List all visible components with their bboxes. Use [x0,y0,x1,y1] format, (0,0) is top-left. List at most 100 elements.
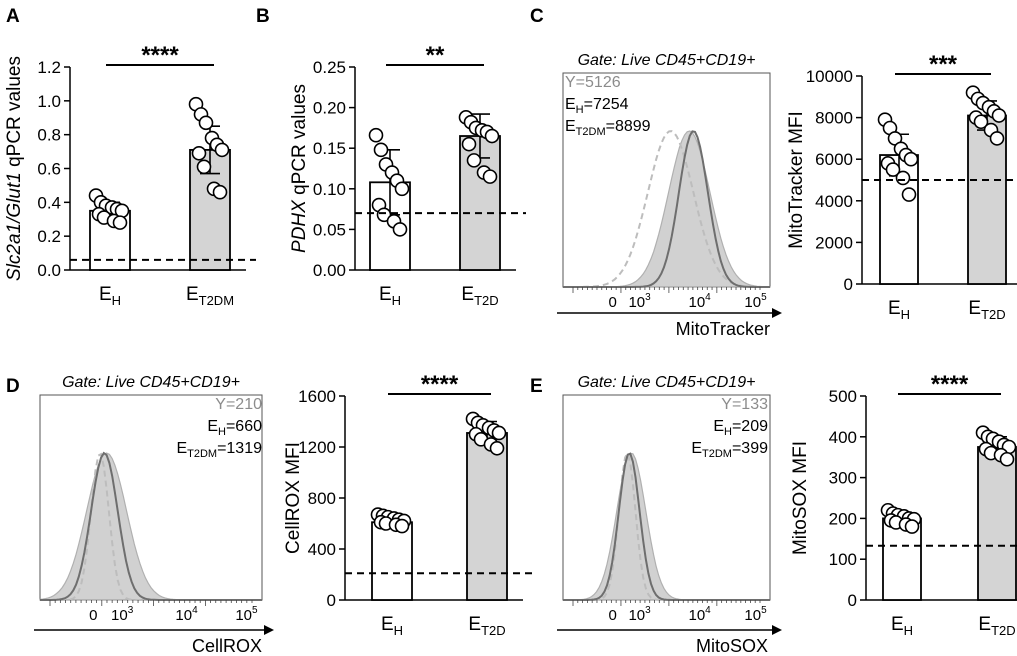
x-tick-base: 10 [628,294,645,311]
legend-equals: = [732,418,741,435]
data-point [112,215,128,230]
x-tick-label: EH [888,298,910,322]
legend-label-base: E [565,118,576,135]
histogram-filled-curve [563,130,771,288]
y-axis-label-part: qPCR values [4,56,25,172]
legend-value: 5126 [585,74,621,91]
legend-entry: Y=133 [721,396,768,413]
x-tick-label-sub: H [394,623,403,638]
legend-label-base: Y [721,396,732,413]
histogram-E: Gate: Live CD45+CD19+Y=133EH=209ET2DM=39… [557,374,782,656]
data-point [901,187,917,202]
x-tick-label: 104 [688,605,711,624]
histogram-line-curve [40,451,262,601]
y-tick-label: 0.10 [313,180,346,199]
y-tick-label: 6000 [815,150,853,169]
x-tick-exponent: 3 [128,605,134,616]
x-tick-label: EH [381,614,403,638]
x-tick-label-base: E [978,614,991,635]
data-point [491,425,507,441]
x-tick-label: 0 [609,607,617,624]
data-point [973,114,989,130]
data-point [212,184,228,200]
data-point [466,153,482,168]
x-tick-label: 103 [628,605,651,624]
y-tick-label: 1.0 [37,92,61,111]
y-axis-label-part: MitoTracker MFI [786,111,807,249]
x-tick-base: 10 [628,607,645,624]
histogram-filled-curve [563,452,770,601]
x-tick-label: EH [891,614,913,638]
x-tick-label-base: E [381,614,394,635]
bar-chart-A: 0.0 0.2 0.4 0.6 0.8 1.0 1.2 Slc2a1/Glut1 qPCR v… [4,42,256,308]
y-axis-label: MitoTracker MFI [786,111,807,249]
x-axis-arrowhead [772,625,782,635]
legend-label-base: Y [565,74,576,91]
y-tick-label: 0.6 [37,160,61,179]
x-tick-base: 10 [235,607,252,624]
y-tick-label: 2000 [815,233,853,252]
y-tick-label: 500 [829,387,857,406]
x-tick-label-base: E [186,284,199,305]
legend-label-base: E [565,96,576,113]
y-tick-label: 1200 [298,438,336,457]
x-tick-base: 10 [744,294,761,311]
x-tick-label-sub: T2D [481,623,506,638]
legend-entry: EH=209 [713,418,768,438]
x-tick-label-base: E [888,298,901,319]
y-tick-label: 400 [308,540,336,559]
legend-label-base: E [176,440,187,457]
histogram-line-curve [563,452,770,601]
legend-equals: = [217,440,226,457]
y-axis-label-part: PDHX [289,199,310,253]
x-tick-base: 0 [609,607,617,624]
x-tick-label-sub: H [392,293,401,308]
data-point [991,108,1007,123]
data-point [904,519,920,534]
y-tick-label: 0.20 [313,99,346,118]
significance-stars: ** [426,42,445,69]
legend-equals: = [226,418,235,435]
y-tick-label: 4000 [815,192,853,211]
x-tick-label-base: E [461,284,474,305]
panel-letter-B: B [256,6,270,27]
bar [977,446,1017,601]
y-tick-label: 800 [308,489,336,508]
legend-value: 133 [741,396,768,413]
x-tick-label-sub: T2D [474,293,499,308]
x-tick-base: 0 [609,294,617,311]
legend-value: 7254 [593,96,629,113]
data-point [368,127,384,143]
panel-letter-E: E [530,376,543,397]
legend-value: 209 [741,418,768,435]
y-tick-label: 0.0 [37,261,61,280]
x-axis-label: MitoSOX [696,636,768,656]
y-axis-label-part: qPCR values [289,84,310,200]
legend-entry: ET2DM=399 [691,440,768,460]
data-point [903,151,919,167]
x-tick-label: ET2DM [186,284,234,308]
x-tick-label: ET2D [978,614,1015,638]
histogram-filled-curve [39,452,262,601]
y-tick-label: 10000 [806,67,853,86]
significance-stars: **** [421,371,459,398]
x-tick-exponent: 5 [761,605,767,616]
legend-equals: = [576,74,585,91]
panel-letter-D: D [6,376,20,397]
data-point [482,169,498,184]
x-tick-exponent: 3 [645,292,651,303]
y-axis-label: MitoSOX MFI [790,441,811,555]
y-tick-label: 400 [829,428,857,447]
y-tick-label: 0.2 [37,227,61,246]
x-tick-label: 103 [628,292,651,311]
y-axis-label-part: MitoSOX MFI [790,441,811,555]
histogram-D: Gate: Live CD45+CD19+Y=210EH=660ET2DM=13… [34,374,274,656]
x-tick-base: 10 [688,607,705,624]
x-tick-label: EH [99,284,121,308]
histogram-C: Gate: Live CD45+CD19+Y=5126EH=7254ET2DM=… [557,52,782,339]
bar [466,432,508,601]
x-tick-label-sub: H [904,623,913,638]
x-tick-label-base: E [379,284,392,305]
